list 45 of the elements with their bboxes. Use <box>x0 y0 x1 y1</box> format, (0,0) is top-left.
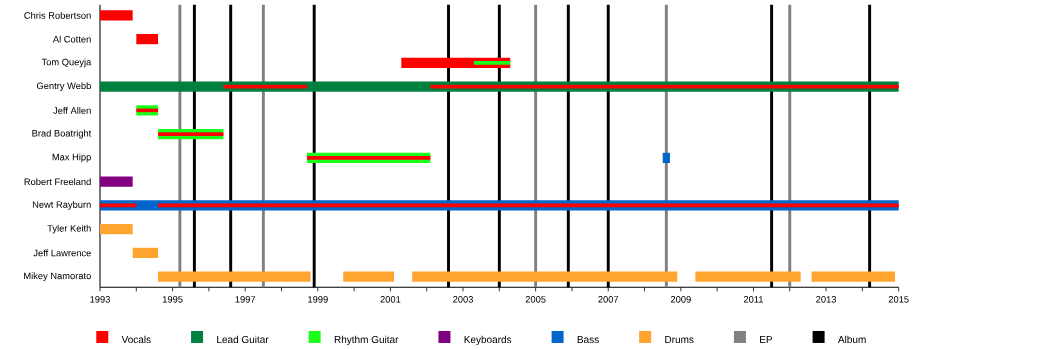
legend-label: Rhythm Guitar <box>334 335 399 346</box>
y-tick-label: Tyler Keith <box>47 224 91 234</box>
x-tick-label: 1999 <box>308 296 328 303</box>
bar <box>158 132 224 136</box>
x-tick-label: 2003 <box>453 296 473 303</box>
bar <box>662 152 670 163</box>
bar <box>132 247 159 258</box>
legend-label: Album <box>837 335 866 344</box>
bar <box>100 10 133 21</box>
y-tick-label: Robert Freeland <box>24 178 91 186</box>
bar <box>136 34 159 45</box>
x-tick-label: 1995 <box>162 296 183 303</box>
y-tick-label: Brad Boatright <box>32 129 92 139</box>
bar <box>100 224 133 235</box>
y-tick-label: Al Cotten <box>52 35 91 43</box>
legend-label: Drums <box>665 336 694 344</box>
bar <box>158 271 311 282</box>
x-tick-label: 2005 <box>525 296 546 303</box>
x-tick-label: 2009 <box>670 296 691 303</box>
x-tick-label: 2013 <box>816 296 837 303</box>
bar <box>100 176 133 187</box>
legend-label: Lead Guitar <box>217 335 269 344</box>
x-tick-label: 1997 <box>235 296 256 303</box>
x-tick-label: 2001 <box>380 296 401 303</box>
legend-label: EP <box>760 336 773 343</box>
legend-label: Vocals <box>121 335 151 344</box>
x-tick-label: 1993 <box>90 296 110 303</box>
x-tick-label: 2011 <box>743 296 764 303</box>
y-tick-label: Jeff Allen <box>53 106 91 114</box>
y-tick-label: Max Hipp <box>52 153 91 163</box>
bar <box>695 271 801 282</box>
bar <box>306 156 431 160</box>
x-tick-label: 2015 <box>888 296 909 303</box>
y-tick-label: Newt Rayburn <box>32 201 91 210</box>
y-tick-label: Mikey Namorato <box>24 272 91 282</box>
y-tick-label: Gentry Webb <box>36 82 91 91</box>
legend-label: Bass <box>577 336 599 344</box>
y-tick-label: Tom Queyja <box>41 58 92 68</box>
y-tick-label: Chris Robertson <box>24 11 91 19</box>
bar <box>412 271 678 282</box>
x-tick-label: 2007 <box>598 296 619 303</box>
legend-label: Keyboards <box>464 335 512 346</box>
bar <box>811 271 896 282</box>
bar <box>343 271 395 282</box>
y-tick-label: Jeff Lawrence <box>33 249 91 257</box>
